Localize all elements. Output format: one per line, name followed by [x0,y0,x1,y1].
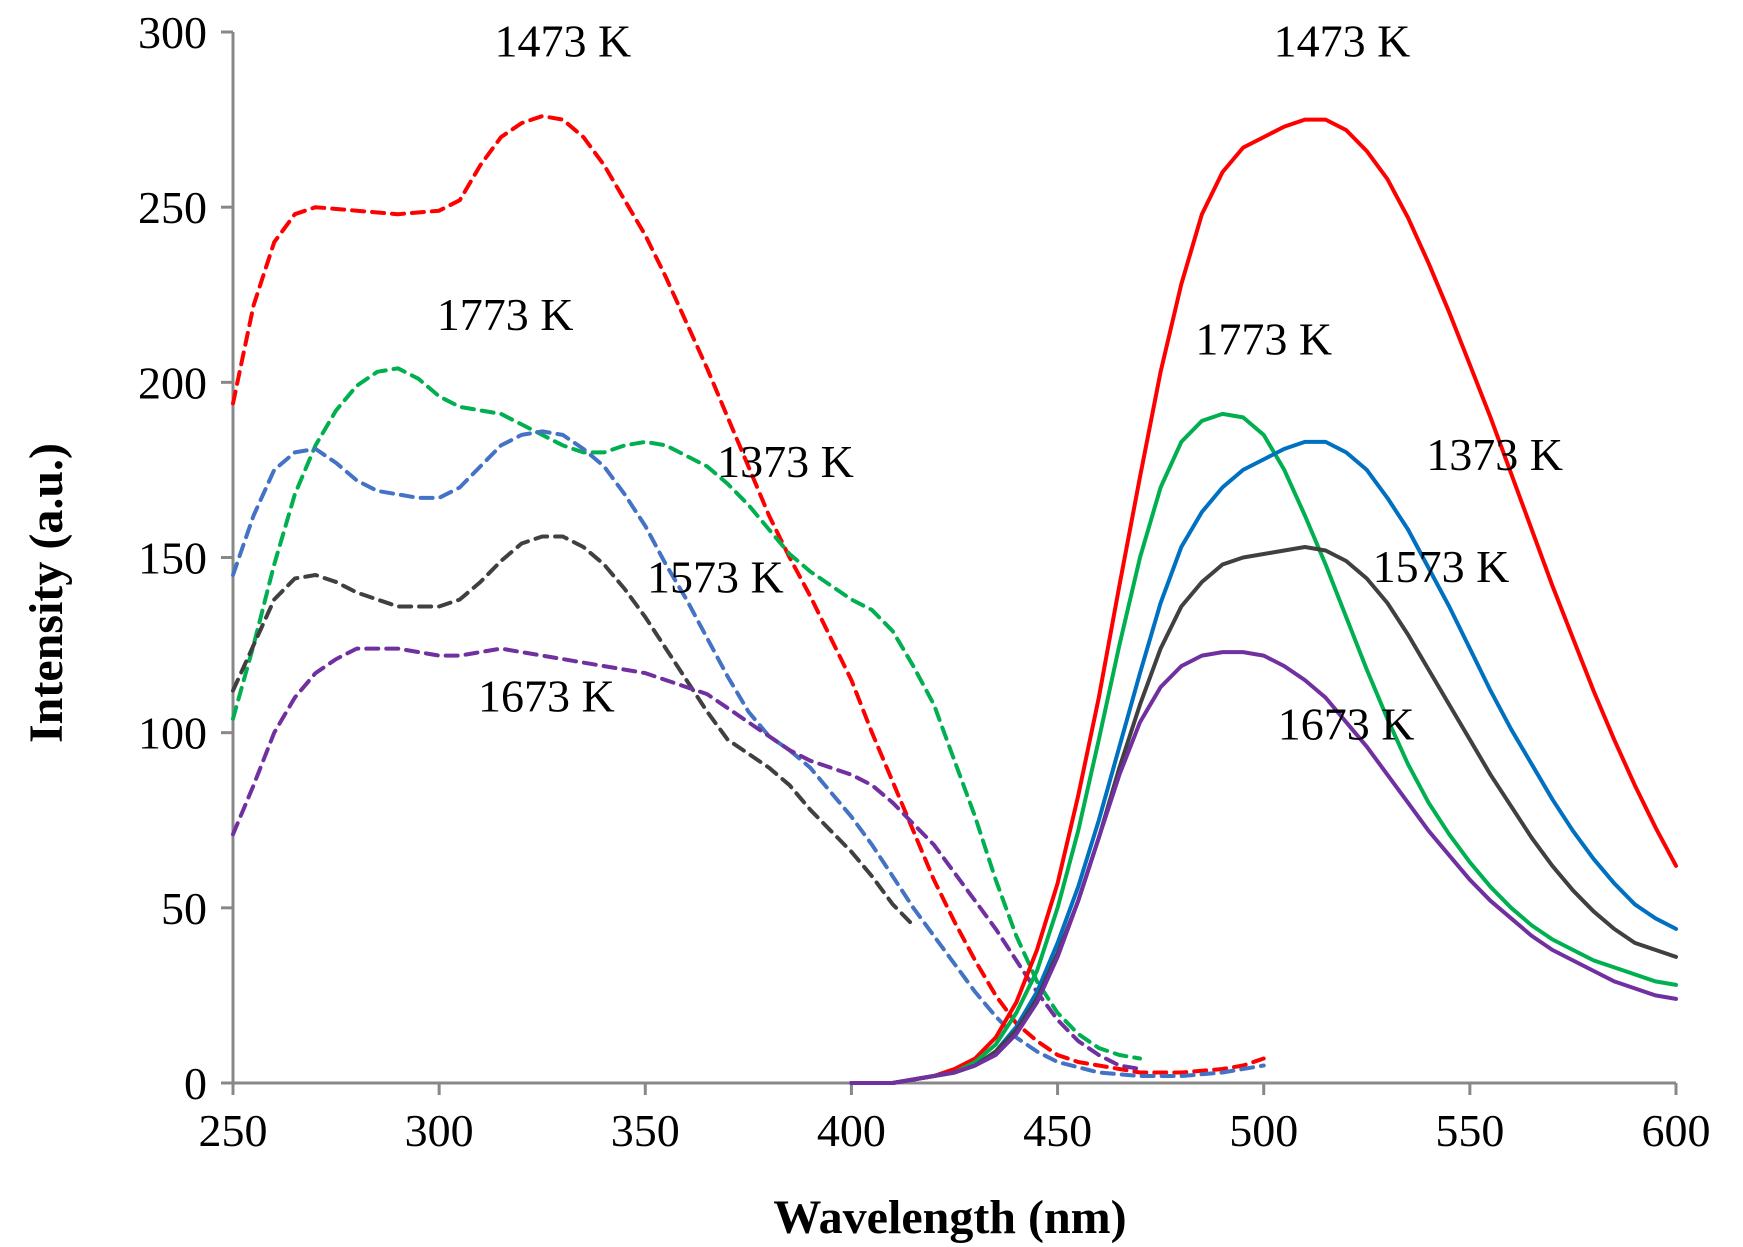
annotation-label: 1373 K [1426,429,1563,480]
series-line-1373k-excitation [231,429,1266,1078]
annotations: 1473 K 1773 K 1373 K 1573 K 1673 K 1473 K 1773… [437,16,1563,750]
x-axis-title: Wavelength (nm) [773,1191,1126,1244]
series-line-1673k-emission [849,650,1678,1085]
y-tick-label: 0 [184,1058,207,1109]
x-tick-label: 450 [1023,1105,1092,1156]
series-line-1473k-excitation [231,114,1266,1075]
annotation-label: 1773 K [1195,313,1332,364]
series-line-1773k-excitation [231,366,1142,1061]
y-tick-label: 300 [138,7,207,58]
x-tick-label: 300 [405,1105,474,1156]
x-tick-label: 550 [1435,1105,1504,1156]
annotation-label: 1373 K [717,436,854,487]
series-line-1473k-emission [849,117,1678,1085]
annotation-label: 1673 K [1278,699,1415,750]
x-tick-label: 500 [1229,1105,1298,1156]
series-line-1773k-emission [849,411,1678,1085]
axes: 0 50 100 150 200 250 300 250 300 350 400 450 500 550 6… [138,7,1711,1156]
x-tick-label: 400 [817,1105,886,1156]
y-tick-label: 150 [138,533,207,584]
y-axis-title: Intensity (a.u.) [20,443,73,743]
annotation-label: 1473 K [494,16,631,67]
annotation-label: 1573 K [1373,541,1510,592]
series-line-1573k-excitation [231,534,916,928]
annotation-label: 1773 K [437,289,574,340]
series-line-1673k-excitation [231,646,1142,1071]
y-tick-label: 250 [138,182,207,233]
plot-series [231,114,1678,1085]
y-tick-label: 100 [138,708,207,759]
series-line-1573k-emission [849,545,1678,1085]
x-tick-label: 250 [199,1105,268,1156]
x-tick-label: 350 [611,1105,680,1156]
series-line-1373k-emission [849,439,1678,1085]
y-tick-label: 200 [138,357,207,408]
annotation-label: 1573 K [647,552,784,603]
annotation-label: 1473 K [1274,16,1411,67]
annotation-label: 1673 K [478,671,615,722]
x-tick-label: 600 [1642,1105,1711,1156]
y-tick-label: 50 [161,883,207,934]
